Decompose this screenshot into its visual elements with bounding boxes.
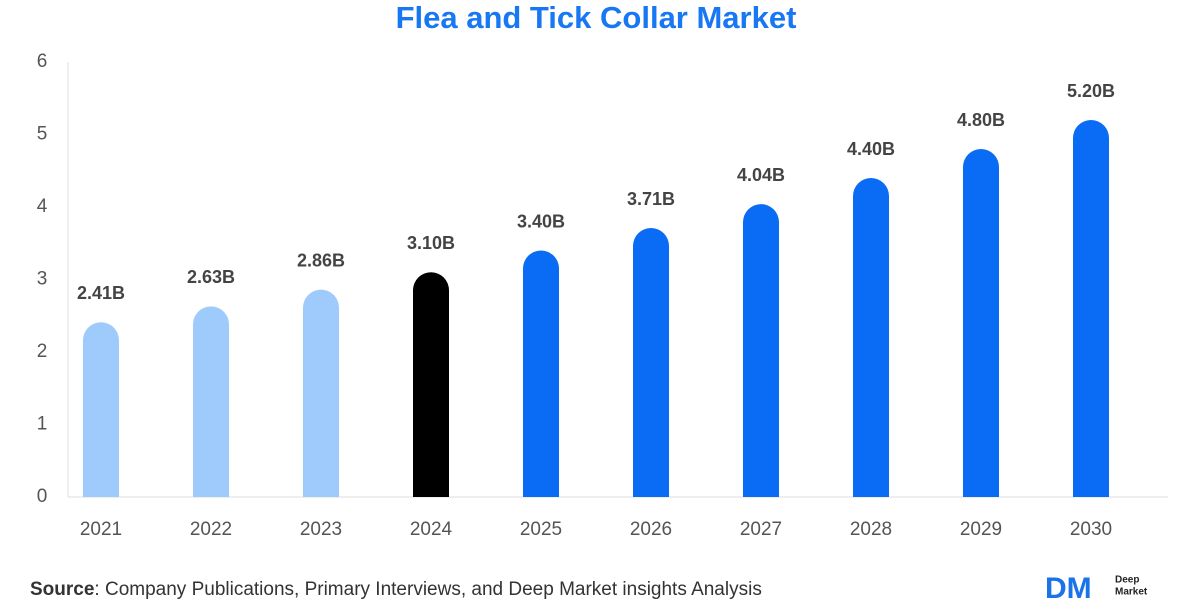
x-tick-label: 2030 <box>1070 519 1112 540</box>
x-tick-label: 2022 <box>190 519 232 540</box>
source-label: Source <box>30 579 94 600</box>
value-label: 5.20B <box>1067 81 1115 101</box>
y-tick-label: 5 <box>37 124 48 145</box>
x-tick-label: 2026 <box>630 519 672 540</box>
x-tick-label: 2027 <box>740 519 782 540</box>
x-tick-label: 2025 <box>520 519 562 540</box>
logo-text: Market <box>1115 587 1148 598</box>
bar <box>633 228 669 497</box>
bar <box>853 178 889 497</box>
y-tick-label: 0 <box>37 486 48 507</box>
bar <box>743 204 779 497</box>
value-label: 3.10B <box>407 233 455 253</box>
bar <box>303 289 339 497</box>
value-label: 4.40B <box>847 139 895 159</box>
value-label: 2.41B <box>77 283 125 303</box>
source-text: : Company Publications, Primary Intervie… <box>94 579 761 600</box>
x-tick-label: 2028 <box>850 519 892 540</box>
value-label: 3.40B <box>517 211 565 231</box>
y-tick-label: 3 <box>37 269 48 290</box>
y-tick-label: 6 <box>37 51 48 72</box>
value-label: 2.63B <box>187 267 235 287</box>
bar <box>1073 120 1109 497</box>
source: Source: Company Publications, Primary In… <box>30 579 762 600</box>
x-tick-label: 2023 <box>300 519 342 540</box>
logo-mark: DM <box>1045 572 1092 600</box>
y-tick-label: 4 <box>37 196 48 217</box>
bar <box>413 272 449 497</box>
chart-title: Flea and Tick Collar Market <box>396 0 797 35</box>
value-label: 4.04B <box>737 165 785 185</box>
logo-text: Deep <box>1115 575 1139 586</box>
bar <box>193 306 229 497</box>
bar <box>523 250 559 497</box>
x-tick-label: 2029 <box>960 519 1002 540</box>
y-tick-label: 1 <box>37 414 48 435</box>
value-label: 4.80B <box>957 110 1005 130</box>
value-label: 3.71B <box>627 189 675 209</box>
x-tick-label: 2024 <box>410 519 453 540</box>
x-tick-label: 2021 <box>80 519 122 540</box>
value-label: 2.86B <box>297 250 345 270</box>
y-tick-label: 2 <box>37 341 48 362</box>
bar <box>83 322 119 497</box>
bar <box>963 149 999 497</box>
